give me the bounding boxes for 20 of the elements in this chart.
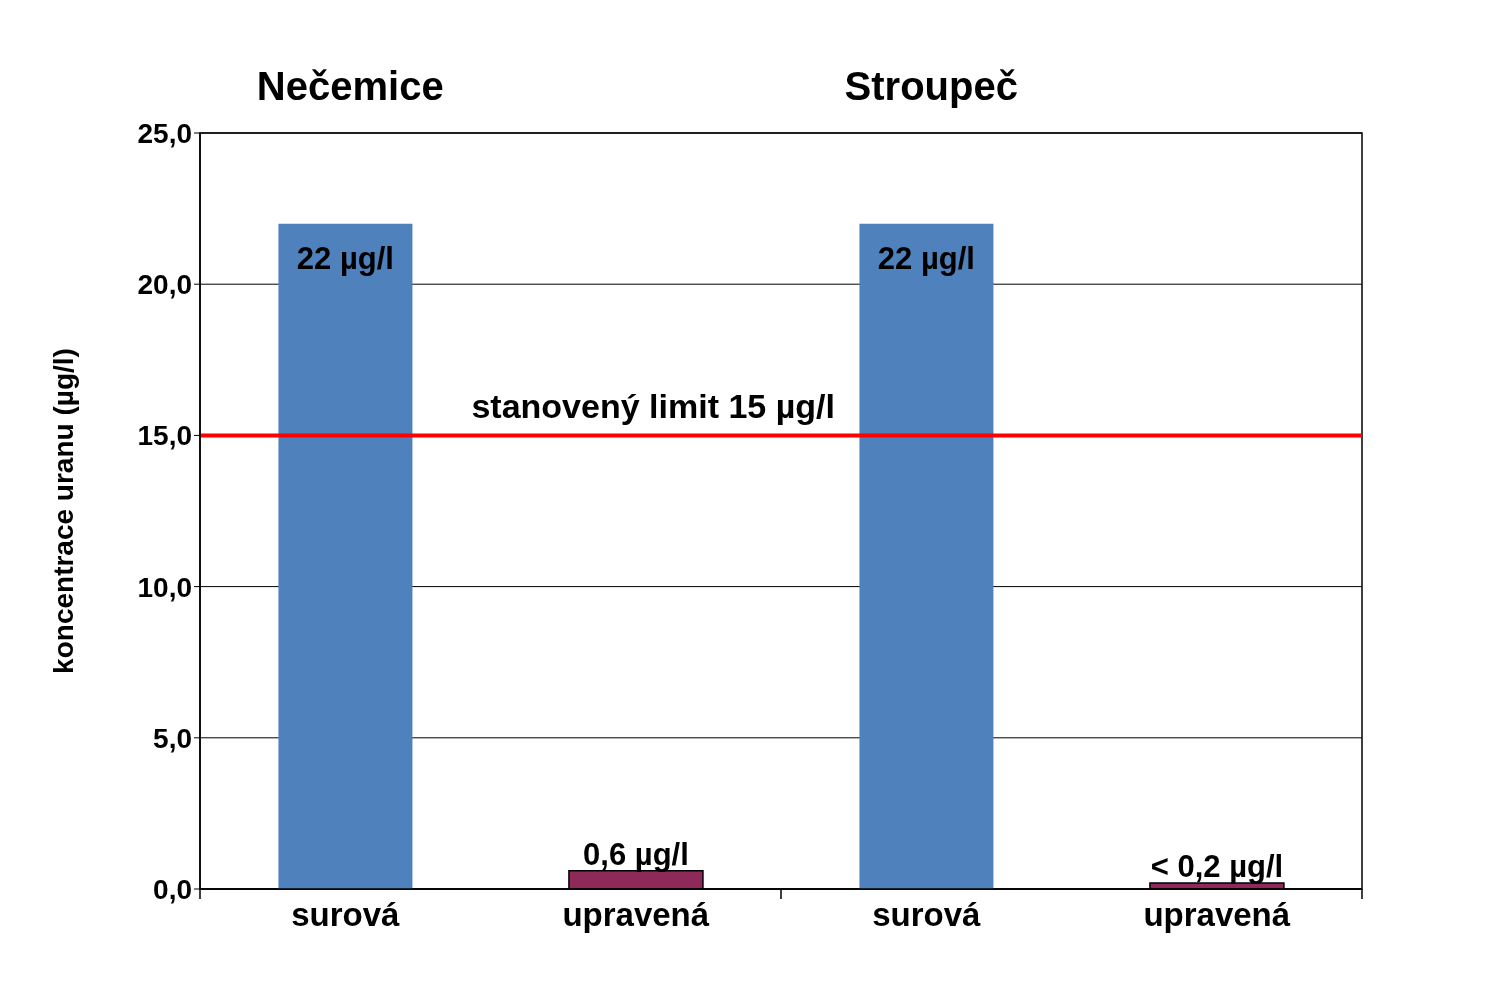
y-tick-label: 20,0 bbox=[137, 269, 192, 301]
x-tick-label: surová bbox=[291, 896, 400, 934]
data-label: < 0,2 µg/l bbox=[1150, 848, 1284, 884]
x-tick-label: upravená bbox=[1143, 896, 1291, 934]
text: Stroupeč bbox=[844, 64, 1018, 108]
y-axis-title: koncentrace uranu (µg/l) bbox=[47, 348, 79, 674]
y-tick-label: 0,0 bbox=[153, 873, 192, 905]
data-label: 0,6 µg/l bbox=[583, 836, 689, 872]
bar bbox=[278, 223, 413, 889]
bar bbox=[859, 223, 994, 889]
y-tick-label: 15,0 bbox=[137, 420, 192, 452]
ref-line-label: stanovený limit 15 µg/l bbox=[471, 387, 835, 426]
x-tick-label: upravená bbox=[562, 896, 710, 934]
data-label: 22 µg/l bbox=[877, 240, 975, 276]
text: Nečemice bbox=[256, 64, 444, 108]
data-label: 22 µg/l bbox=[296, 240, 394, 276]
y-tick-label: 10,0 bbox=[137, 571, 192, 603]
y-tick-label: 25,0 bbox=[137, 117, 192, 149]
y-tick-label: 5,0 bbox=[153, 722, 192, 754]
x-tick-label: surová bbox=[872, 896, 981, 934]
